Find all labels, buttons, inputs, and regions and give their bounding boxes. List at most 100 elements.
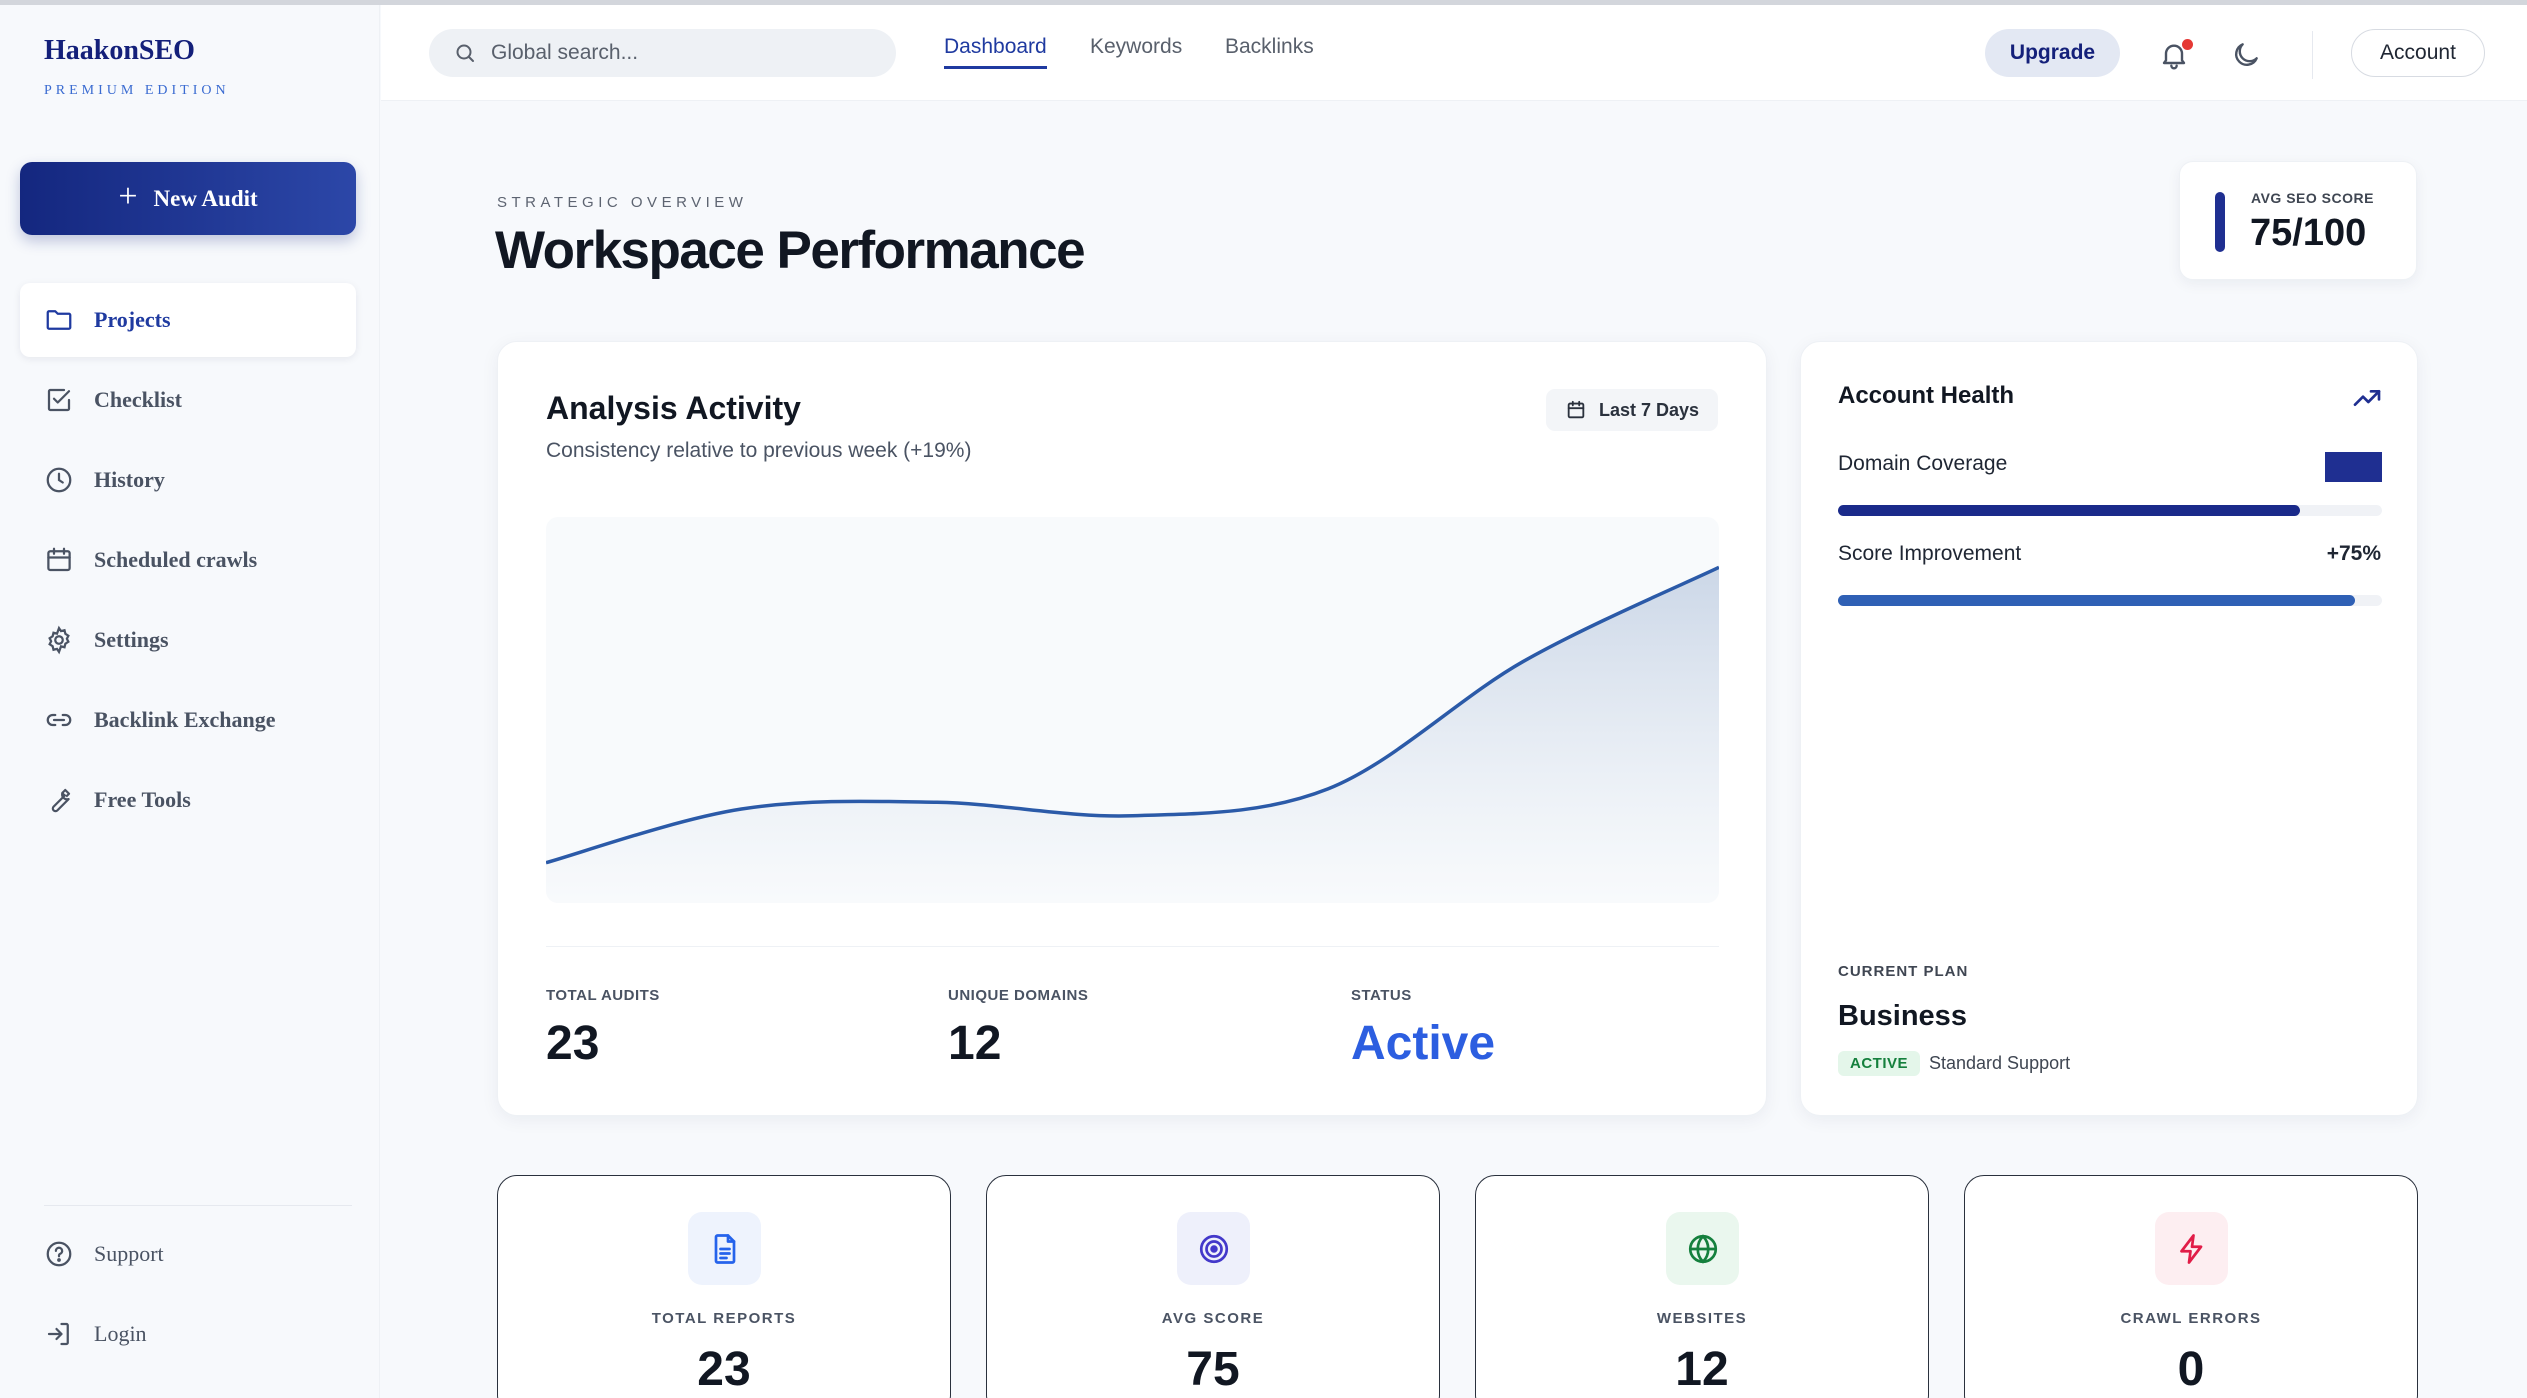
- score-improvement-bar: [1838, 595, 2355, 606]
- activity-series-line: [546, 565, 1719, 865]
- notification-dot: [2182, 39, 2193, 50]
- total-audits-value: 23: [546, 1017, 600, 1070]
- sidebar-item-projects[interactable]: Projects: [20, 283, 356, 357]
- login-label: Login: [94, 1321, 147, 1346]
- kpi-label: TOTAL REPORTS: [651, 1310, 797, 1327]
- activity-title: Analysis Activity: [546, 390, 801, 426]
- domain-coverage-track: [1838, 505, 2382, 516]
- account-button[interactable]: Account: [2351, 29, 2485, 77]
- kpi-icon-wrap: [688, 1212, 761, 1285]
- plan-name: Business: [1838, 1000, 1967, 1032]
- sidebar-item-label: Projects: [94, 307, 171, 332]
- checkbox-icon: [47, 388, 71, 412]
- activity-chart: [546, 517, 1719, 903]
- kpi-value: 0: [2177, 1343, 2205, 1396]
- kpi-label: CRAWL ERRORS: [2120, 1310, 2262, 1327]
- avg-seo-score-label: AVG SEO SCORE: [2251, 190, 2374, 206]
- sidebar-item-scheduled-crawls[interactable]: Scheduled crawls: [20, 523, 356, 597]
- top-bar: Global search... Dashboard Keywords Back…: [381, 5, 2527, 101]
- kpi-icon-wrap: [1177, 1212, 1250, 1285]
- sidebar: HaakonSEO PREMIUM EDITION + New Audit Pr…: [0, 5, 380, 1398]
- sidebar-item-label: Scheduled crawls: [94, 547, 258, 572]
- calendar-icon: [1567, 400, 1585, 419]
- sidebar-item-label: Checklist: [94, 387, 182, 412]
- document-icon: [714, 1233, 735, 1264]
- window-top-edge: [0, 0, 2527, 5]
- account-health-title: Account Health: [1838, 382, 2015, 409]
- support-link[interactable]: Support: [44, 1239, 164, 1269]
- login-icon: [47, 1322, 69, 1346]
- activity-area-fill: [546, 567, 1719, 903]
- page-overline: STRATEGIC OVERVIEW: [497, 194, 748, 211]
- kpi-icon-wrap: [1666, 1212, 1739, 1285]
- folder-icon: [46, 310, 72, 330]
- kpi-crawl-errors: CRAWL ERRORS 0: [1964, 1175, 2418, 1398]
- kpi-label: WEBSITES: [1656, 1310, 1748, 1327]
- account-health-card: Account Health Domain Coverage Score Imp…: [1800, 341, 2418, 1116]
- kpi-total-reports: TOTAL REPORTS 23: [497, 1175, 951, 1398]
- bell-icon[interactable]: [2158, 39, 2190, 71]
- sidebar-item-settings[interactable]: Settings: [20, 603, 356, 677]
- calendar-icon: [47, 547, 71, 572]
- sidebar-item-free-tools[interactable]: Free Tools: [20, 763, 356, 837]
- tab-backlinks[interactable]: Backlinks: [1225, 35, 1314, 58]
- tab-keywords[interactable]: Keywords: [1090, 35, 1183, 58]
- sidebar-divider: [44, 1205, 352, 1206]
- kpi-value: 23: [697, 1343, 751, 1396]
- sidebar-item-backlink-exchange[interactable]: Backlink Exchange: [20, 683, 356, 757]
- current-plan-label: CURRENT PLAN: [1838, 963, 1969, 980]
- unique-domains-value: 12: [948, 1017, 1002, 1070]
- analysis-activity-card: Analysis Activity Consistency relative t…: [497, 341, 1767, 1116]
- score-improvement-label: Score Improvement: [1838, 542, 2022, 565]
- activity-subtitle: Consistency relative to previous week (+…: [546, 439, 972, 462]
- total-audits-label: TOTAL AUDITS: [546, 987, 660, 1004]
- status-label: STATUS: [1351, 987, 1412, 1004]
- kpi-icon-wrap: [2155, 1212, 2228, 1285]
- activity-divider: [546, 946, 1719, 947]
- domain-coverage-label: Domain Coverage: [1838, 452, 2008, 475]
- wrench-icon: [51, 788, 71, 813]
- avg-seo-score-value: 75/100: [2250, 212, 2367, 254]
- globe-icon: [1688, 1233, 1717, 1264]
- search-icon: [456, 44, 474, 62]
- plan-support: Standard Support: [1929, 1053, 2071, 1073]
- new-audit-label: New Audit: [153, 185, 258, 211]
- kpi-label: AVG SCORE: [1161, 1310, 1265, 1327]
- clock-icon: [46, 467, 72, 493]
- target-icon: [1199, 1234, 1228, 1263]
- trending-up-icon: [2353, 390, 2381, 406]
- sidebar-item-checklist[interactable]: Checklist: [20, 363, 356, 437]
- sidebar-item-history[interactable]: History: [20, 443, 356, 517]
- domain-coverage-bar: [1838, 505, 2301, 516]
- kpi-avg-score: AVG SCORE 75: [986, 1175, 1440, 1398]
- unique-domains-label: UNIQUE DOMAINS: [948, 987, 1089, 1004]
- score-improvement-value: +75%: [2326, 542, 2381, 565]
- gear-icon: [48, 625, 70, 655]
- lightning-icon: [2179, 1233, 2202, 1264]
- score-improvement-track: [1838, 595, 2382, 606]
- status-value: Active: [1351, 1017, 1496, 1070]
- activity-chart-svg: [546, 565, 1719, 903]
- plus-icon: +: [118, 177, 138, 215]
- new-audit-button[interactable]: + New Audit: [20, 162, 356, 235]
- date-range-label: Last 7 Days: [1598, 399, 1700, 420]
- link-icon: [46, 713, 72, 727]
- score-accent-bar: [2215, 192, 2225, 252]
- avg-seo-score-card: AVG SEO SCORE 75/100: [2179, 161, 2417, 280]
- date-range-button[interactable]: Last 7 Days: [1546, 389, 1718, 431]
- topbar-divider: [2312, 31, 2313, 79]
- search-input[interactable]: Global search...: [429, 29, 896, 77]
- sidebar-item-label: Settings: [94, 627, 169, 652]
- page-title: Workspace Performance: [495, 221, 1086, 280]
- help-circle-icon: [46, 1241, 72, 1267]
- upgrade-button[interactable]: Upgrade: [1985, 29, 2120, 77]
- brand-edition: PREMIUM EDITION: [44, 83, 230, 98]
- kpi-value: 12: [1675, 1343, 1729, 1396]
- support-label: Support: [94, 1241, 164, 1266]
- tab-dashboard[interactable]: Dashboard: [944, 35, 1047, 69]
- moon-icon[interactable]: [2230, 39, 2262, 71]
- plan-status-badge: ACTIVE: [1838, 1051, 1921, 1076]
- login-link[interactable]: Login: [44, 1319, 147, 1349]
- search-placeholder: Global search...: [491, 41, 639, 64]
- sidebar-item-label: Backlink Exchange: [94, 707, 276, 732]
